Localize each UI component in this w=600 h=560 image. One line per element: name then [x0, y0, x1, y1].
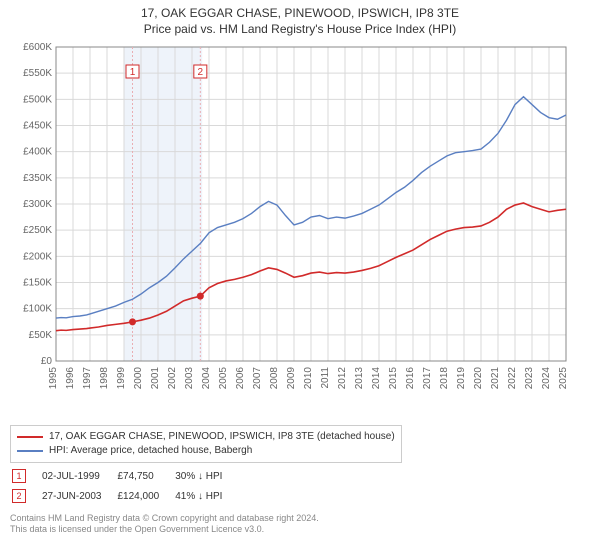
title-subtitle: Price paid vs. HM Land Registry's House …: [10, 22, 590, 38]
footer-line2: This data is licensed under the Open Gov…: [10, 524, 590, 535]
svg-text:2010: 2010: [303, 367, 314, 390]
svg-text:2001: 2001: [150, 367, 161, 390]
chart-svg: £0 £50K £100K £150K £200K £250K £300K £350K £400…: [10, 41, 570, 401]
price-chart: £0 £50K £100K £150K £200K £250K £300K £350K £400…: [10, 41, 590, 421]
title-address: 17, OAK EGGAR CHASE, PINEWOOD, IPSWICH, …: [10, 6, 590, 22]
svg-text:1997: 1997: [82, 367, 93, 390]
svg-text:2011: 2011: [320, 367, 331, 389]
svg-text:1995: 1995: [48, 367, 59, 390]
legend-swatch: [17, 436, 43, 438]
svg-text:£300K: £300K: [23, 199, 52, 210]
svg-text:1999: 1999: [116, 367, 127, 390]
svg-text:£200K: £200K: [23, 252, 52, 263]
chart-title: 17, OAK EGGAR CHASE, PINEWOOD, IPSWICH, …: [10, 6, 590, 37]
legend-label: HPI: Average price, detached house, Babe…: [49, 444, 252, 458]
legend-swatch: [17, 450, 43, 452]
legend-row: 17, OAK EGGAR CHASE, PINEWOOD, IPSWICH, …: [17, 430, 395, 444]
legend-label: 17, OAK EGGAR CHASE, PINEWOOD, IPSWICH, …: [49, 430, 395, 444]
svg-text:2013: 2013: [354, 367, 365, 390]
svg-text:£500K: £500K: [23, 95, 52, 106]
svg-text:2: 2: [198, 67, 204, 78]
svg-text:1998: 1998: [99, 367, 110, 390]
transaction-row: 2 27-JUN-2003£124,00041% ↓ HPI: [12, 487, 236, 505]
svg-text:£150K: £150K: [23, 278, 52, 289]
footer-attribution: Contains HM Land Registry data © Crown c…: [10, 513, 590, 535]
svg-text:2009: 2009: [286, 367, 297, 390]
svg-text:£100K: £100K: [23, 304, 52, 315]
transaction-delta: 41% ↓ HPI: [175, 487, 236, 505]
svg-text:2020: 2020: [473, 367, 484, 390]
svg-text:2023: 2023: [524, 367, 535, 390]
svg-text:2025: 2025: [558, 367, 569, 390]
svg-text:2016: 2016: [405, 367, 416, 390]
svg-text:2003: 2003: [184, 367, 195, 390]
svg-text:2019: 2019: [456, 367, 467, 390]
svg-text:2002: 2002: [167, 367, 178, 390]
transaction-date: 27-JUN-2003: [42, 487, 115, 505]
svg-text:2006: 2006: [235, 367, 246, 390]
svg-text:£400K: £400K: [23, 147, 52, 158]
svg-text:£450K: £450K: [23, 121, 52, 132]
legend-row: HPI: Average price, detached house, Babe…: [17, 444, 395, 458]
svg-text:2022: 2022: [507, 367, 518, 390]
transactions-table: 1 02-JUL-1999£74,75030% ↓ HPI 2 27-JUN-2003…: [10, 465, 238, 507]
svg-text:1996: 1996: [65, 367, 76, 390]
svg-text:2005: 2005: [218, 367, 229, 390]
svg-text:2014: 2014: [371, 367, 382, 390]
svg-text:2012: 2012: [337, 367, 348, 390]
svg-text:2021: 2021: [490, 367, 501, 390]
svg-text:2004: 2004: [201, 367, 212, 390]
legend: 17, OAK EGGAR CHASE, PINEWOOD, IPSWICH, …: [10, 425, 402, 463]
transaction-date: 02-JUL-1999: [42, 467, 115, 485]
svg-text:£550K: £550K: [23, 68, 52, 79]
svg-text:2000: 2000: [133, 367, 144, 390]
svg-text:1: 1: [130, 67, 136, 78]
svg-text:£250K: £250K: [23, 225, 52, 236]
svg-text:£0: £0: [41, 356, 53, 367]
svg-text:2024: 2024: [541, 367, 552, 390]
footer-line1: Contains HM Land Registry data © Crown c…: [10, 513, 590, 524]
svg-text:2017: 2017: [422, 367, 433, 390]
svg-text:£50K: £50K: [29, 330, 53, 341]
svg-text:£350K: £350K: [23, 173, 52, 184]
transaction-marker: 2: [12, 489, 26, 503]
svg-text:2015: 2015: [388, 367, 399, 390]
transaction-price: £124,000: [117, 487, 173, 505]
svg-text:£600K: £600K: [23, 42, 52, 53]
svg-text:2018: 2018: [439, 367, 450, 390]
transaction-price: £74,750: [117, 467, 173, 485]
svg-text:2008: 2008: [269, 367, 280, 390]
svg-text:2007: 2007: [252, 367, 263, 390]
transaction-marker: 1: [12, 469, 26, 483]
transaction-delta: 30% ↓ HPI: [175, 467, 236, 485]
transaction-row: 1 02-JUL-1999£74,75030% ↓ HPI: [12, 467, 236, 485]
